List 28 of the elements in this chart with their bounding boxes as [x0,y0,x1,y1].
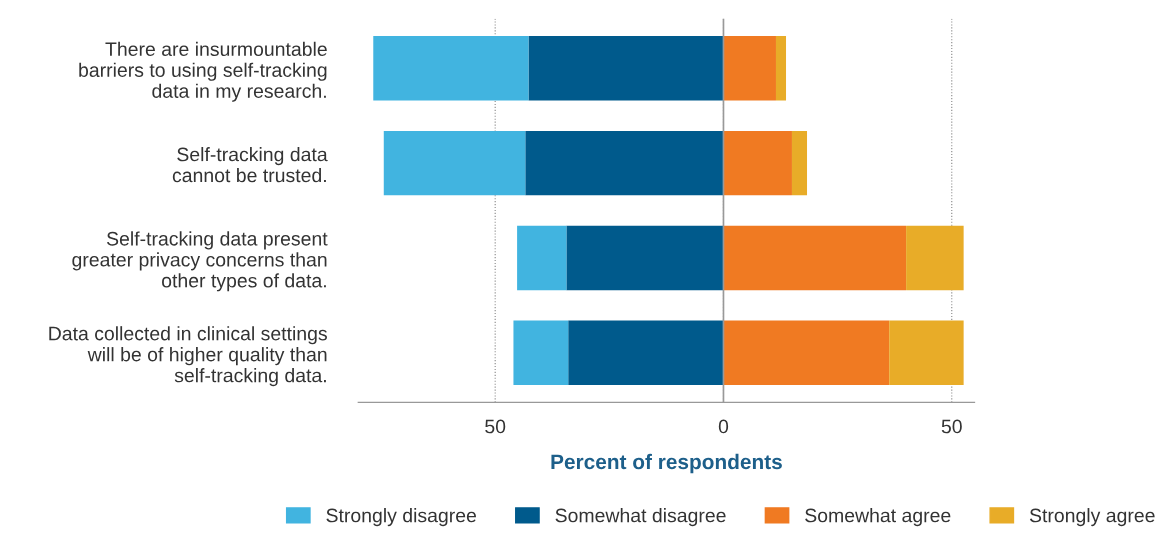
y-tick-label: There are insurmountable barriers to using self-tracking data in my research. [79,41,327,102]
bar [568,320,724,385]
bar [723,36,776,101]
y-tick-label: Data collected in clinical settings will be of higher quality than self-tracking data. [49,326,327,387]
x-tick-label: 0 [718,419,729,434]
x-tick-label: 50 [485,419,506,434]
bar [383,130,526,196]
bar [723,130,792,196]
y-tick-label: Self-tracking data present greater privacy concerns than other types of data. [72,231,328,292]
bar [373,36,529,101]
y-tick-label: Self-tracking data cannot be trusted. [172,147,328,183]
legend-label: Strongly disagree [326,508,476,527]
bar [723,320,890,385]
bar [566,225,724,291]
bar [528,36,724,101]
x-tick-label: 50 [941,419,962,434]
legend-label: Strongly agree [1029,508,1155,527]
legend-label: Somewhat disagree [555,508,726,527]
bar [775,36,787,101]
bar [723,225,907,291]
bar [906,225,964,291]
bar [517,225,567,291]
bar [791,130,808,196]
legend-label: Somewhat agree [805,508,951,527]
bar [513,320,569,385]
x-axis-title: Percent of respondents [551,453,782,474]
bar [525,130,724,196]
bar [889,320,964,385]
